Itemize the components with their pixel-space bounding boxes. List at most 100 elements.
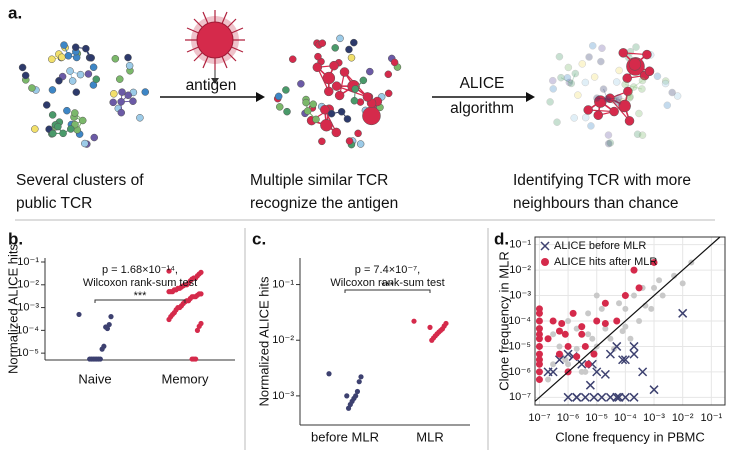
point bbox=[592, 367, 602, 377]
point bbox=[563, 349, 573, 359]
y-tick-label: 10⁻³ bbox=[272, 390, 294, 402]
edge bbox=[629, 86, 635, 98]
x-tick-label: Memory bbox=[162, 371, 209, 386]
point bbox=[194, 327, 201, 333]
arrow-label: antigen bbox=[186, 77, 237, 94]
annotation: p = 1.68×10⁻¹⁴, bbox=[102, 264, 178, 276]
node bbox=[331, 81, 342, 91]
point bbox=[585, 331, 592, 338]
node bbox=[359, 76, 368, 85]
node bbox=[110, 90, 118, 98]
point bbox=[573, 345, 580, 352]
point bbox=[411, 318, 417, 324]
node bbox=[588, 42, 597, 50]
y-tick-label: 10⁻⁴ bbox=[16, 324, 39, 336]
node bbox=[81, 139, 89, 148]
node bbox=[594, 95, 607, 108]
node bbox=[124, 53, 132, 62]
node bbox=[347, 54, 356, 62]
node bbox=[557, 73, 565, 82]
y-tick-label: 10⁻⁵ bbox=[508, 340, 531, 352]
node bbox=[635, 109, 643, 118]
y-axis-label: Normalized ALICE hits bbox=[256, 276, 271, 407]
bracket bbox=[344, 289, 431, 293]
node bbox=[638, 85, 646, 93]
annotation: Wilcoxon rank-sum test bbox=[330, 277, 444, 289]
node bbox=[362, 92, 373, 102]
node bbox=[673, 92, 682, 100]
node bbox=[618, 48, 629, 58]
panel-label: a. bbox=[8, 3, 22, 22]
node bbox=[111, 55, 120, 63]
network bbox=[546, 42, 682, 148]
caption: neighbours than chance bbox=[513, 195, 678, 212]
node bbox=[78, 116, 87, 125]
node bbox=[597, 57, 605, 66]
node bbox=[615, 66, 623, 75]
point bbox=[549, 317, 557, 325]
node bbox=[587, 122, 595, 130]
node bbox=[564, 63, 573, 72]
point bbox=[621, 292, 629, 300]
point bbox=[76, 311, 82, 318]
x-axis-label: Clone frequency in PBMC bbox=[555, 429, 705, 444]
point bbox=[108, 314, 114, 320]
node bbox=[578, 60, 587, 68]
node bbox=[661, 79, 670, 88]
node bbox=[583, 105, 593, 115]
node bbox=[633, 130, 642, 139]
point bbox=[189, 356, 195, 362]
point bbox=[585, 310, 592, 317]
network bbox=[18, 41, 150, 148]
node bbox=[309, 100, 317, 108]
point bbox=[585, 380, 595, 390]
point bbox=[600, 369, 610, 379]
point bbox=[593, 317, 601, 325]
point bbox=[565, 361, 572, 368]
node bbox=[329, 60, 339, 71]
node bbox=[565, 78, 574, 87]
node bbox=[72, 88, 81, 96]
node bbox=[603, 95, 612, 103]
point bbox=[601, 299, 609, 307]
y-tick-label: 10⁻³ bbox=[509, 289, 531, 301]
node bbox=[546, 98, 554, 106]
point bbox=[618, 355, 628, 365]
point bbox=[561, 330, 569, 338]
node bbox=[84, 70, 93, 78]
node bbox=[54, 122, 62, 131]
node bbox=[555, 52, 564, 61]
point bbox=[578, 323, 586, 331]
node bbox=[92, 75, 101, 83]
node bbox=[574, 91, 582, 99]
y-tick-label: 10⁻⁴ bbox=[508, 315, 531, 327]
node bbox=[71, 109, 79, 117]
point bbox=[651, 284, 658, 291]
node bbox=[324, 86, 334, 97]
node bbox=[331, 44, 339, 52]
point bbox=[584, 360, 592, 368]
y-tick-label: 10⁻¹ bbox=[272, 278, 294, 290]
node bbox=[297, 80, 305, 88]
node bbox=[638, 76, 647, 85]
point bbox=[354, 388, 361, 395]
point bbox=[429, 337, 435, 343]
node bbox=[58, 53, 66, 61]
y-tick-label: 10⁻¹ bbox=[509, 239, 531, 251]
point bbox=[554, 355, 564, 365]
point bbox=[535, 317, 543, 325]
point bbox=[612, 341, 622, 351]
node bbox=[628, 58, 642, 71]
node bbox=[644, 66, 655, 77]
point bbox=[678, 308, 688, 318]
node bbox=[593, 94, 601, 102]
node bbox=[48, 86, 57, 94]
caption: Multiple similar TCR bbox=[250, 172, 388, 189]
point bbox=[616, 300, 623, 307]
point bbox=[345, 405, 352, 411]
point bbox=[605, 349, 615, 359]
point bbox=[636, 318, 643, 324]
point bbox=[573, 353, 581, 361]
edge bbox=[596, 97, 608, 100]
point bbox=[648, 305, 655, 312]
